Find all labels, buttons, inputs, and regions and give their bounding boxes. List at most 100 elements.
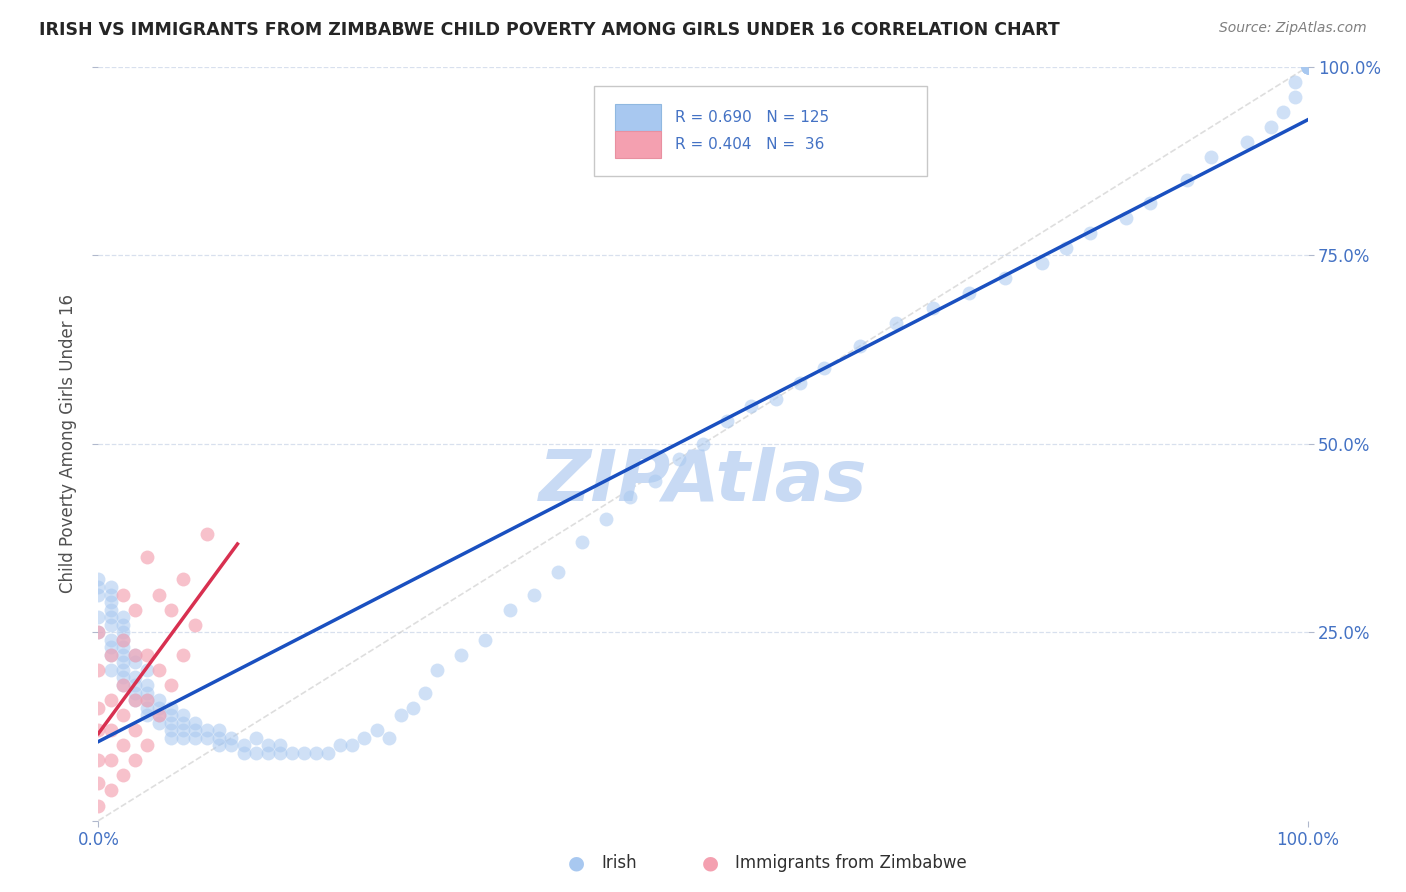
Point: [111, 632, 134, 647]
Point: [1115, 211, 1137, 225]
Point: [221, 739, 243, 753]
Point: [87, 700, 110, 714]
Point: [135, 739, 157, 753]
Point: [1296, 60, 1319, 74]
Point: [619, 490, 641, 504]
Point: [111, 588, 134, 602]
Point: [644, 475, 666, 489]
Point: [208, 739, 231, 753]
Point: [1296, 60, 1319, 74]
Point: [100, 648, 122, 662]
Point: [1284, 90, 1306, 104]
Point: [366, 723, 388, 738]
Point: [100, 588, 122, 602]
Point: [1054, 241, 1077, 255]
Point: [100, 753, 122, 767]
Point: [172, 731, 194, 745]
Text: Irish: Irish: [602, 854, 637, 871]
Point: [1296, 60, 1319, 74]
Point: [692, 437, 714, 451]
Point: [1078, 226, 1101, 240]
Point: [474, 632, 496, 647]
FancyBboxPatch shape: [595, 86, 927, 177]
Point: [413, 685, 436, 699]
Point: [148, 700, 170, 714]
Point: [172, 648, 194, 662]
Point: [124, 602, 146, 616]
Point: [1272, 105, 1295, 120]
Point: [1199, 150, 1222, 164]
Point: [172, 723, 194, 738]
Point: [111, 670, 134, 684]
Point: [100, 783, 122, 797]
Bar: [614, 130, 661, 158]
Point: [160, 723, 183, 738]
Text: IRISH VS IMMIGRANTS FROM ZIMBABWE CHILD POVERTY AMONG GIRLS UNDER 16 CORRELATION: IRISH VS IMMIGRANTS FROM ZIMBABWE CHILD …: [39, 21, 1060, 38]
Point: [1296, 60, 1319, 74]
Point: [256, 746, 278, 760]
Point: [957, 285, 980, 300]
Text: ●: ●: [568, 853, 585, 872]
Point: [160, 715, 183, 730]
Point: [1296, 60, 1319, 74]
Point: [111, 648, 134, 662]
Point: [124, 656, 146, 670]
Point: [148, 715, 170, 730]
Point: [595, 512, 617, 526]
Point: [849, 339, 872, 353]
Point: [172, 715, 194, 730]
Point: [135, 648, 157, 662]
Point: [269, 746, 291, 760]
Point: [208, 723, 231, 738]
Point: [135, 678, 157, 692]
Point: [740, 399, 762, 413]
Point: [124, 685, 146, 699]
Point: [1296, 60, 1319, 74]
Point: [148, 663, 170, 677]
Point: [1031, 256, 1053, 270]
Point: [87, 580, 110, 594]
Text: Immigrants from Zimbabwe: Immigrants from Zimbabwe: [735, 854, 967, 871]
Point: [100, 580, 122, 594]
Point: [111, 625, 134, 640]
Bar: [614, 103, 661, 131]
Point: [87, 663, 110, 677]
Point: [1236, 135, 1258, 149]
Text: R = 0.404   N =  36: R = 0.404 N = 36: [675, 136, 824, 152]
Point: [208, 731, 231, 745]
Point: [523, 588, 546, 602]
Point: [184, 715, 207, 730]
Point: [111, 708, 134, 723]
Point: [450, 648, 472, 662]
Point: [342, 739, 364, 753]
Point: [160, 678, 183, 692]
Point: [547, 565, 569, 579]
Point: [87, 625, 110, 640]
Point: [886, 316, 908, 330]
Point: [124, 648, 146, 662]
Point: [87, 723, 110, 738]
Point: [716, 414, 738, 428]
Point: [765, 392, 787, 406]
Point: [135, 693, 157, 707]
Text: Source: ZipAtlas.com: Source: ZipAtlas.com: [1219, 21, 1367, 35]
Point: [232, 739, 254, 753]
Point: [111, 663, 134, 677]
Point: [148, 708, 170, 723]
Point: [111, 678, 134, 692]
Point: [1260, 120, 1282, 135]
Point: [281, 746, 304, 760]
Y-axis label: Child Poverty Among Girls Under 16: Child Poverty Among Girls Under 16: [59, 294, 77, 593]
Point: [87, 753, 110, 767]
Point: [135, 700, 157, 714]
Point: [1296, 60, 1319, 74]
Point: [160, 708, 183, 723]
Point: [184, 617, 207, 632]
Point: [148, 588, 170, 602]
Point: [124, 648, 146, 662]
Point: [353, 731, 375, 745]
Point: [1139, 195, 1161, 210]
Point: [100, 595, 122, 609]
Text: R = 0.690   N = 125: R = 0.690 N = 125: [675, 110, 830, 125]
Point: [232, 746, 254, 760]
